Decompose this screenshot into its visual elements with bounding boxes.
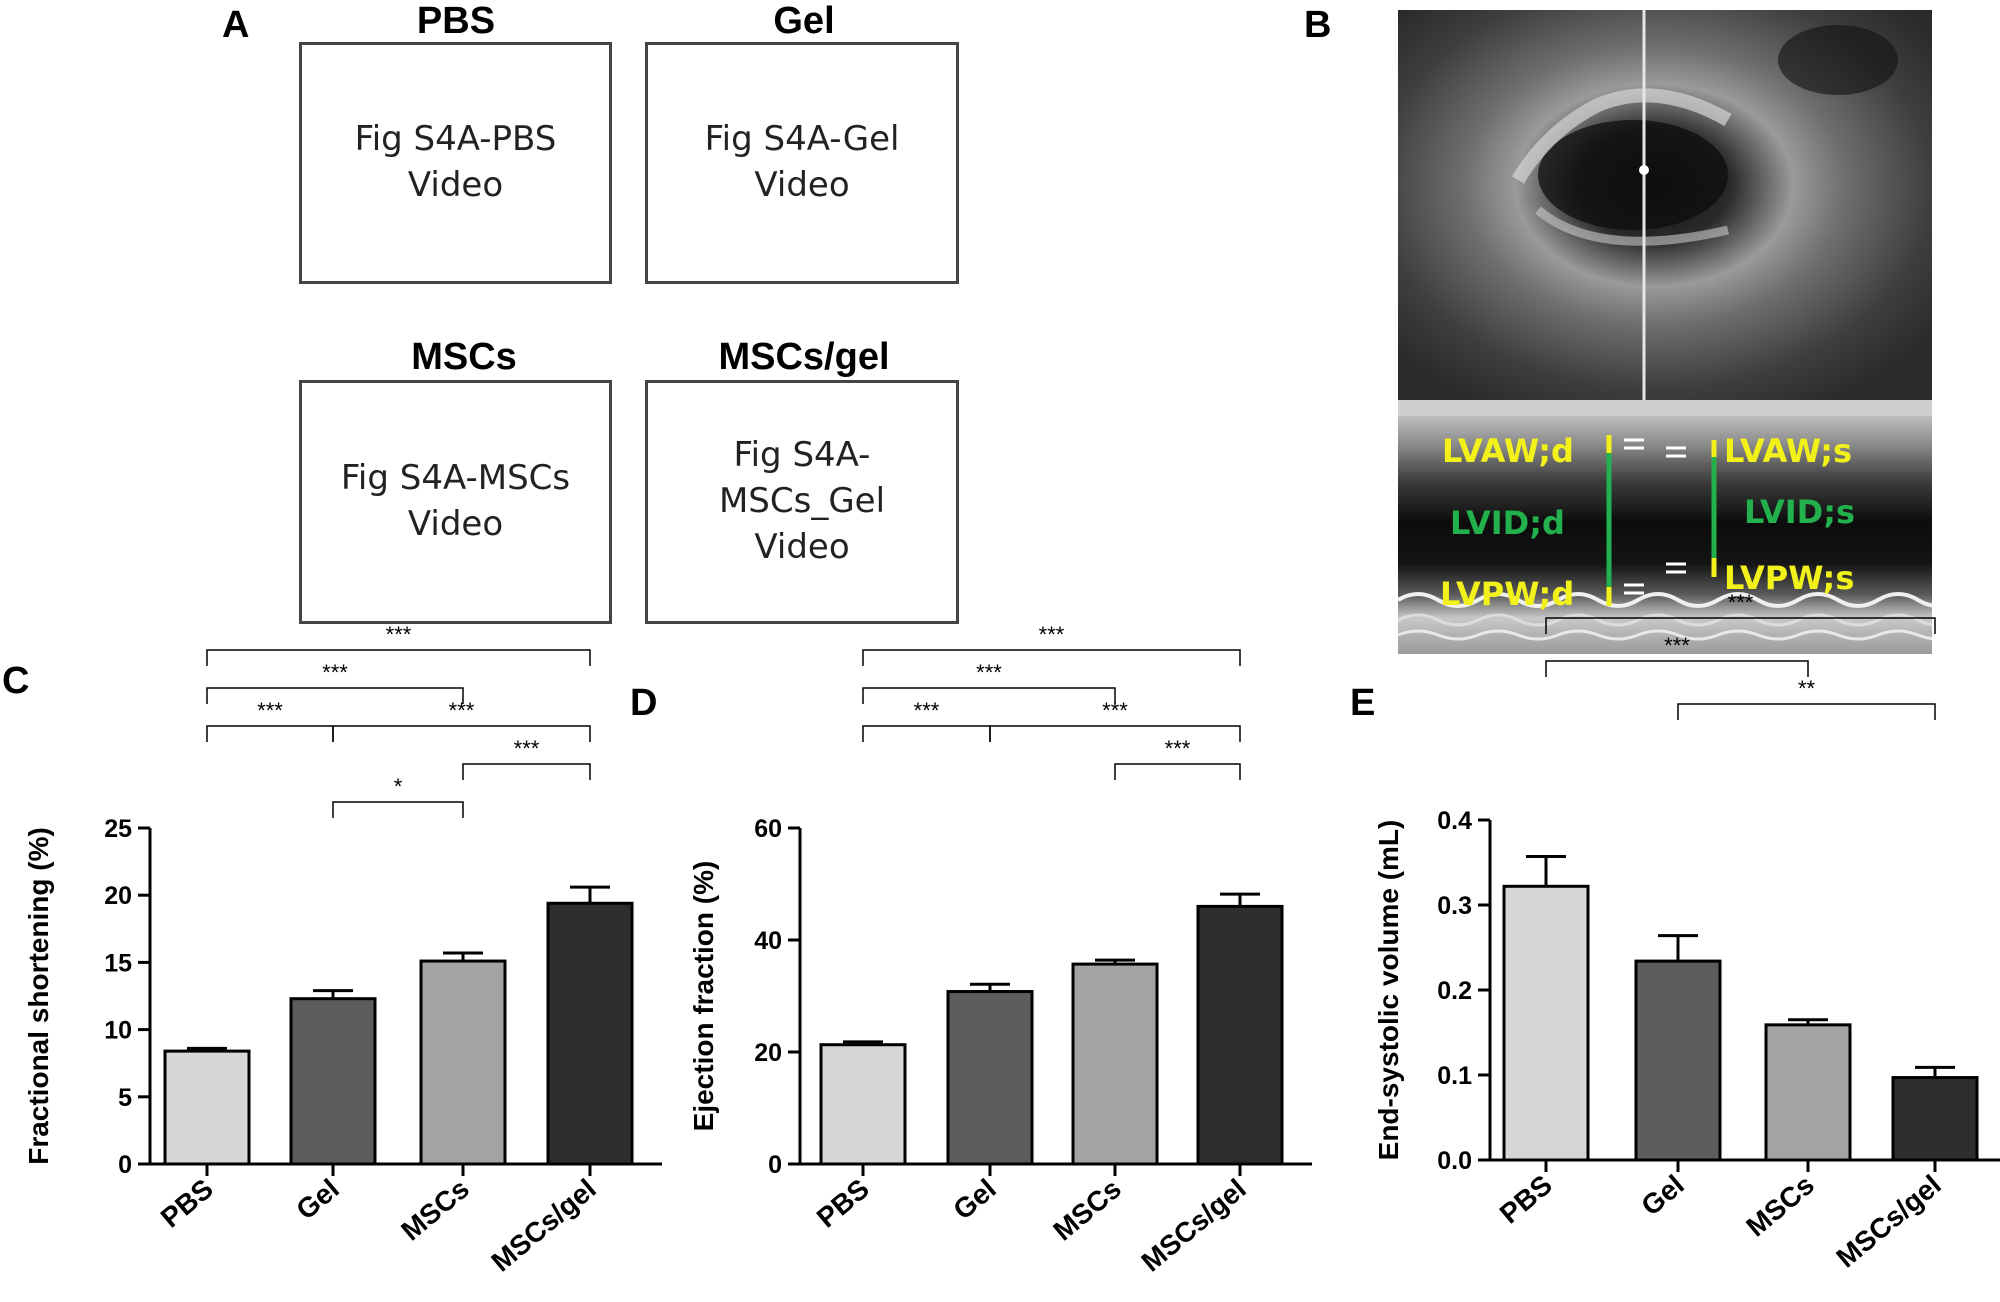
significance-bracket xyxy=(462,763,591,780)
bar-gel xyxy=(289,997,377,1166)
label-lvid-d: LVID;d xyxy=(1450,504,1565,542)
panel-e-letter: E xyxy=(1350,682,1376,724)
video-placeholder-mscs[interactable]: Fig S4A-MSCs Video xyxy=(299,380,612,624)
significance-bracket xyxy=(206,649,591,666)
caliper-markers xyxy=(1624,438,1686,595)
y-tick-label: 0.4 xyxy=(1437,807,1472,835)
label-lvaw-d: LVAW;d xyxy=(1442,432,1574,470)
echocardiogram-image: LVAW;d LVID;d LVPW;d LVAW;s LVID;s LVPW;… xyxy=(1398,10,1932,654)
significance-label: ** xyxy=(1798,676,1816,701)
significance-bracket xyxy=(332,801,464,818)
video-placeholder-gel-text: Fig S4A-Gel Video xyxy=(704,119,900,205)
m-mode-trace-3 xyxy=(1398,629,1932,641)
x-tick-label: PBS xyxy=(1494,1169,1558,1230)
y-tick-label: 0.2 xyxy=(1437,977,1472,1005)
y-tick-label: 0.3 xyxy=(1437,892,1472,920)
y-tick-label: 0.0 xyxy=(1437,1147,1472,1175)
video-placeholder-mscs-gel-text: Fig S4A- MSCs_Gel Video xyxy=(718,435,886,567)
video-title-pbs: PBS xyxy=(416,0,496,42)
significance-label: *** xyxy=(257,698,283,723)
bar-pbs xyxy=(163,1049,251,1166)
video-title-gel: Gel xyxy=(773,0,835,42)
panel-d-letter: D xyxy=(630,682,658,724)
y-tick-label: 0 xyxy=(118,1151,132,1179)
y-axis-label: End-systolic volume (mL) xyxy=(1373,820,1404,1161)
bar-mscs xyxy=(1071,962,1159,1166)
video-placeholder-pbs[interactable]: Fig S4A-PBS Video xyxy=(299,42,612,284)
bar-mscs xyxy=(1764,1023,1852,1162)
lv-wall-echo xyxy=(1511,88,1732,184)
y-tick-label: 5 xyxy=(118,1084,132,1112)
significance-label: *** xyxy=(449,698,475,723)
label-lvid-s: LVID;s xyxy=(1744,493,1856,531)
dark-region xyxy=(1778,25,1898,95)
y-axis-label: Fractional shortening (%) xyxy=(23,827,54,1165)
label-lvpw-d: LVPW;d xyxy=(1440,575,1575,613)
y-axis-label: Ejection fraction (%) xyxy=(688,861,719,1132)
lv-cavity xyxy=(1538,120,1728,230)
significance-label: *** xyxy=(914,698,940,723)
significance-bracket xyxy=(989,725,1241,742)
significance-label: * xyxy=(394,774,403,799)
x-tick-label: Gel xyxy=(1635,1169,1690,1222)
video-title-mscs-gel: MSCs/gel xyxy=(718,336,890,378)
y-tick-label: 40 xyxy=(754,927,782,955)
significance-bracket xyxy=(862,649,1241,666)
significance-bracket xyxy=(1545,617,1936,634)
bar-gel xyxy=(1634,959,1722,1162)
bar-pbs xyxy=(819,1043,907,1166)
video-placeholder-pbs-text: Fig S4A-PBS Video xyxy=(354,119,557,205)
significance-bracket xyxy=(332,725,591,742)
panel-b-letter: B xyxy=(1304,4,1332,46)
significance-label: *** xyxy=(1664,633,1690,658)
m-mode-trace-1 xyxy=(1398,592,1932,608)
lv-wall-echo-lower xyxy=(1535,206,1730,246)
bar-mscs-gel xyxy=(1891,1076,1979,1162)
y-tick-label: 0.1 xyxy=(1437,1062,1472,1090)
bar-mscs xyxy=(419,959,507,1166)
y-tick-label: 60 xyxy=(754,815,782,843)
y-tick-label: 15 xyxy=(104,949,132,977)
y-tick-label: 0 xyxy=(768,1151,782,1179)
video-placeholder-gel[interactable]: Fig S4A-Gel Video xyxy=(645,42,959,284)
label-lvpw-s: LVPW;s xyxy=(1724,559,1855,597)
bar-pbs xyxy=(1502,884,1590,1162)
panel-c-letter: C xyxy=(2,660,30,702)
m-mode-cursor-dot xyxy=(1639,165,1649,175)
significance-label: *** xyxy=(1039,622,1065,647)
y-tick-label: 10 xyxy=(104,1017,132,1045)
significance-label: *** xyxy=(322,660,348,685)
video-placeholder-mscs-gel[interactable]: Fig S4A- MSCs_Gel Video xyxy=(645,380,959,624)
significance-label: *** xyxy=(1165,736,1191,761)
significance-bracket xyxy=(862,687,1116,704)
significance-bracket xyxy=(1677,703,1936,720)
x-tick-label: MSCs/gel xyxy=(1830,1169,1946,1274)
video-title-mscs: MSCs xyxy=(411,336,517,378)
mode-separator xyxy=(1398,400,1932,416)
video-placeholder-mscs-text: Fig S4A-MSCs Video xyxy=(340,458,571,544)
significance-bracket xyxy=(1114,763,1241,780)
x-tick-label: MSCs xyxy=(1740,1169,1820,1243)
significance-label: *** xyxy=(976,660,1002,685)
significance-label: *** xyxy=(1102,698,1128,723)
y-tick-label: 20 xyxy=(104,882,132,910)
significance-label: *** xyxy=(386,622,412,647)
label-lvaw-s: LVAW;s xyxy=(1724,432,1853,470)
significance-label: *** xyxy=(1728,590,1754,615)
y-tick-label: 20 xyxy=(754,1039,782,1067)
m-mode-trace-2 xyxy=(1398,613,1932,627)
echocardiogram-svg xyxy=(1398,10,1932,654)
significance-bracket xyxy=(206,687,464,704)
y-tick-label: 25 xyxy=(104,815,132,843)
panel-a-letter: A xyxy=(222,4,250,46)
significance-label: *** xyxy=(514,736,540,761)
significance-bracket xyxy=(1545,660,1809,677)
